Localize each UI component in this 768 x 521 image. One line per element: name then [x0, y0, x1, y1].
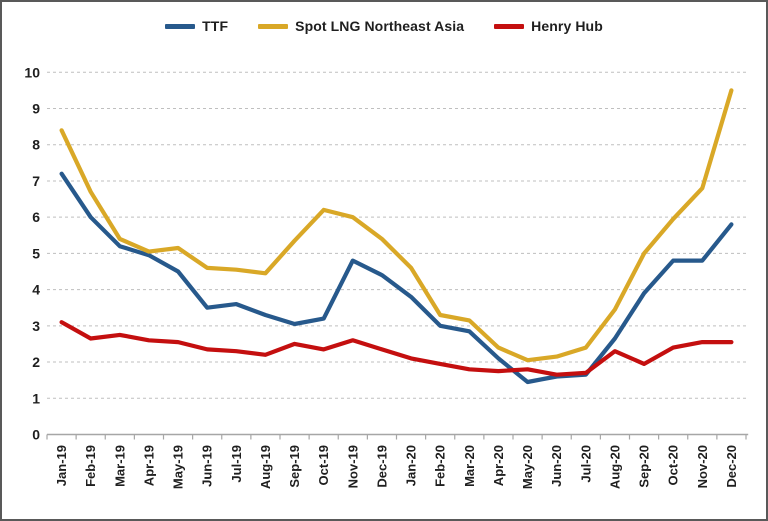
y-axis-labels: 0 1 2 3 4 5 6 7 8 9 10 — [24, 64, 40, 442]
x-tick-label-Mar-20: Mar-20 — [462, 445, 477, 487]
legend-swatch-spot-lng — [258, 23, 289, 29]
x-tick-label-Feb-20: Feb-20 — [433, 445, 448, 487]
data-series — [59, 88, 734, 385]
y-tick-label-5: 5 — [32, 245, 40, 261]
y-tick-label-4: 4 — [32, 282, 40, 298]
legend-label-ttf: TTF — [202, 18, 229, 34]
y-tick-label-9: 9 — [32, 101, 40, 117]
series-line-spot-lng-northeast-asia — [59, 88, 734, 363]
legend-item-ttf: TTF — [165, 18, 228, 34]
x-axis-labels: Jan-19 Feb-19 Mar-19 Apr-19 May-19 Jun-19 Jul-… — [54, 445, 739, 489]
x-tick-label-Feb-19: Feb-19 — [83, 445, 98, 487]
x-tick-label-Jul-19: Jul-19 — [229, 445, 244, 483]
x-tick-label-Apr-20: Apr-20 — [491, 445, 506, 486]
x-tick-label-Apr-19: Apr-19 — [141, 445, 156, 486]
x-tick-label-Jun-20: Jun-20 — [549, 445, 564, 487]
legend-label-henry-hub: Henry Hub — [531, 18, 603, 34]
x-tick-label-Nov-19: Nov-19 — [345, 445, 360, 488]
legend-item-henry-hub: Henry Hub — [494, 18, 603, 34]
x-tick-label-Dec-20: Dec-20 — [724, 445, 739, 488]
y-tick-label-1: 1 — [32, 390, 40, 406]
x-tick-label-Nov-20: Nov-20 — [695, 445, 710, 488]
y-tick-label-2: 2 — [32, 354, 40, 370]
y-tick-label-8: 8 — [32, 137, 40, 153]
x-tick-label-Jan-19: Jan-19 — [54, 445, 69, 486]
x-axis — [46, 433, 749, 440]
legend-label-spot-lng: Spot LNG Northeast Asia — [295, 18, 465, 34]
chart-legend: TTF Spot LNG Northeast Asia Henry Hub — [2, 14, 766, 38]
x-tick-label-Sep-19: Sep-19 — [287, 445, 302, 488]
x-tick-label-Jan-20: Jan-20 — [404, 445, 419, 486]
x-tick-label-Oct-20: Oct-20 — [666, 445, 681, 485]
x-tick-label-May-20: May-20 — [520, 445, 535, 489]
y-tick-label-0: 0 — [32, 427, 40, 443]
y-tick-label-7: 7 — [32, 173, 40, 189]
x-tick-label-Sep-20: Sep-20 — [637, 445, 652, 488]
legend-swatch-ttf — [165, 23, 196, 29]
x-tick-label-Oct-19: Oct-19 — [316, 445, 331, 485]
legend-item-spot-lng: Spot LNG Northeast Asia — [258, 18, 464, 34]
x-tick-label-Jul-20: Jul-20 — [578, 445, 593, 483]
gridlines — [47, 71, 749, 399]
x-tick-label-Mar-19: Mar-19 — [112, 445, 127, 487]
y-tick-label-6: 6 — [32, 209, 40, 225]
legend-swatch-henry-hub — [494, 23, 525, 29]
y-tick-label-3: 3 — [32, 318, 40, 334]
x-tick-label-Aug-20: Aug-20 — [607, 445, 622, 489]
x-tick-label-Aug-19: Aug-19 — [258, 445, 273, 489]
series-line-henry-hub — [59, 320, 734, 377]
y-tick-label-10: 10 — [24, 64, 40, 80]
x-tick-label-Dec-19: Dec-19 — [374, 445, 389, 488]
series-line-ttf — [59, 171, 734, 385]
x-tick-label-May-19: May-19 — [171, 445, 186, 489]
x-tick-label-Jun-19: Jun-19 — [200, 445, 215, 487]
